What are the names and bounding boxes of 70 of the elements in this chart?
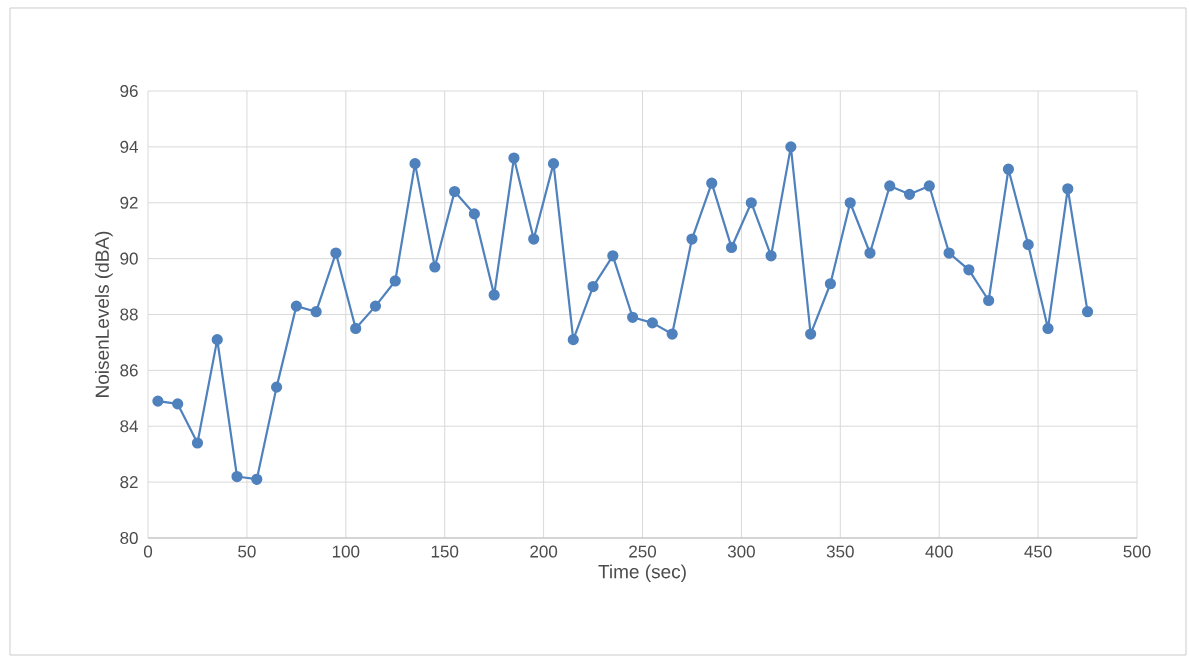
x-tick-label: 50 bbox=[238, 545, 256, 558]
point bbox=[310, 306, 322, 318]
point bbox=[1022, 239, 1034, 251]
point bbox=[231, 470, 243, 483]
point bbox=[270, 381, 283, 393]
point bbox=[686, 233, 698, 245]
point bbox=[725, 241, 738, 254]
point bbox=[567, 334, 579, 346]
y-tick-label: 82 bbox=[120, 476, 138, 489]
x-axis-title: Time (sec) bbox=[598, 564, 686, 583]
point bbox=[765, 250, 777, 262]
x-tick-label: 350 bbox=[826, 545, 854, 558]
point bbox=[1081, 306, 1094, 318]
point bbox=[983, 294, 995, 307]
point bbox=[468, 208, 480, 220]
x-tick-label: 100 bbox=[332, 545, 360, 558]
x-tick-label: 500 bbox=[1123, 545, 1151, 558]
point bbox=[844, 197, 856, 209]
y-tick-label: 88 bbox=[120, 308, 138, 321]
point bbox=[706, 177, 718, 189]
y-tick-label: 92 bbox=[120, 196, 138, 209]
point bbox=[646, 317, 658, 329]
point bbox=[152, 395, 164, 407]
point bbox=[172, 398, 184, 410]
point bbox=[884, 180, 896, 192]
x-tick-label: 250 bbox=[629, 545, 657, 558]
x-tick-label: 450 bbox=[1024, 545, 1052, 558]
point bbox=[1042, 322, 1054, 335]
point bbox=[508, 152, 520, 164]
point bbox=[923, 180, 935, 192]
point bbox=[864, 247, 876, 259]
x-tick-label: 150 bbox=[431, 545, 459, 558]
y-tick-label: 96 bbox=[120, 84, 138, 98]
point bbox=[528, 233, 540, 245]
point bbox=[627, 311, 639, 323]
point bbox=[903, 188, 916, 200]
x-tick-label: 200 bbox=[530, 545, 558, 558]
y-tick-label: 84 bbox=[120, 420, 138, 433]
y-tick-label: 94 bbox=[120, 140, 138, 153]
point bbox=[607, 250, 619, 262]
point bbox=[824, 278, 837, 290]
point bbox=[488, 289, 500, 301]
point bbox=[409, 158, 421, 170]
point bbox=[350, 322, 362, 335]
point bbox=[389, 275, 401, 287]
x-tick-label: 0 bbox=[143, 545, 153, 558]
point bbox=[547, 158, 560, 170]
point bbox=[429, 261, 441, 273]
point bbox=[1062, 183, 1074, 195]
x-tick-label: 400 bbox=[925, 545, 953, 558]
point bbox=[290, 300, 302, 312]
y-tick-label: 80 bbox=[120, 531, 138, 545]
y-tick-label: 86 bbox=[120, 364, 138, 377]
point bbox=[745, 197, 757, 209]
point bbox=[191, 437, 204, 449]
point bbox=[1002, 163, 1015, 175]
point bbox=[805, 328, 817, 340]
point bbox=[449, 185, 461, 198]
point bbox=[211, 334, 223, 346]
y-tick-label: 90 bbox=[120, 252, 138, 265]
point bbox=[369, 300, 382, 312]
point bbox=[666, 328, 678, 340]
point bbox=[785, 141, 797, 153]
point bbox=[587, 280, 599, 293]
point bbox=[963, 264, 975, 276]
x-tick-label: 300 bbox=[727, 545, 755, 558]
point bbox=[943, 247, 955, 259]
y-axis-title: NoisenLevels (dBA) bbox=[95, 231, 113, 397]
point bbox=[251, 473, 263, 485]
point bbox=[330, 247, 342, 259]
